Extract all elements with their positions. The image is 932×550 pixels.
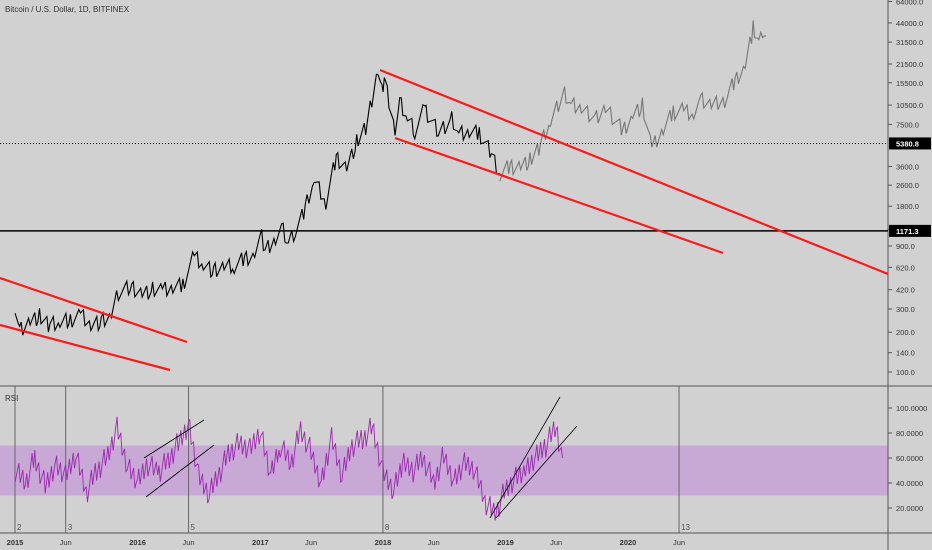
- rsi-band: [0, 445, 888, 496]
- price-tick-label: 21500.0: [896, 60, 923, 69]
- time-tick-label: Jun: [305, 538, 317, 547]
- price-tick-label: 900.0: [896, 242, 915, 251]
- price-line: [14, 73, 501, 336]
- trendline[interactable]: [0, 323, 171, 372]
- price-tick-label: 15500.0: [896, 79, 923, 88]
- period-label: 2: [17, 523, 22, 532]
- price-tick-label: 300.0: [896, 305, 915, 314]
- price-axis[interactable]: 64000.0 44000.0 31500.0 21500.0 15500.0 10500…: [888, 0, 923, 377]
- trendline[interactable]: [379, 68, 889, 276]
- trendline[interactable]: [0, 276, 188, 344]
- price-marker-box: [889, 224, 931, 237]
- period-label: 3: [68, 523, 73, 532]
- rsi-tick-label: 100.0000: [896, 404, 927, 413]
- price-tick-label: 31500.0: [896, 38, 923, 47]
- price-tick-label: 64000.0: [896, 0, 923, 6]
- rsi-tick-label: 60.0000: [896, 454, 923, 463]
- time-tick-label: Jun: [60, 538, 72, 547]
- price-tick-label: 10500.0: [896, 101, 923, 110]
- rsi-line: [14, 416, 563, 521]
- price-markers: 5380.8 1171.3: [0, 137, 931, 237]
- time-tick-label: 2020: [620, 538, 637, 547]
- price-tick-label: 100.0: [896, 368, 915, 377]
- time-tick-label: Jun: [428, 538, 440, 547]
- time-tick-label: 2017: [252, 538, 269, 547]
- rsi-channel-line[interactable]: [489, 396, 561, 519]
- rsi-channel-line[interactable]: [495, 425, 578, 519]
- price-tick-label: 3600.0: [896, 162, 919, 171]
- time-tick-label: 2016: [129, 538, 146, 547]
- period-lines: [14, 386, 680, 533]
- price-marker-label: 1171.3: [896, 227, 919, 236]
- chart-title: Bitcoin / U.S. Dollar, 1D, BITFINEX: [5, 5, 130, 14]
- time-tick-label: Jun: [673, 538, 685, 547]
- rsi-title: RSI: [5, 394, 19, 403]
- price-tick-label: 2600.0: [896, 181, 919, 190]
- price-tick-label: 140.0: [896, 349, 915, 358]
- trendline[interactable]: [394, 136, 724, 255]
- rsi-axis[interactable]: 100.0000 80.0000 60.0000 40.0000 20.0000: [888, 404, 927, 513]
- time-tick-label: Jun: [183, 538, 195, 547]
- price-tick-label: 620.0: [896, 263, 915, 272]
- time-tick-label: 2019: [497, 538, 514, 547]
- price-tick-label: 1800.0: [896, 202, 919, 211]
- period-label: 13: [681, 523, 690, 532]
- rsi-channel-line[interactable]: [143, 419, 205, 459]
- time-tick-label: 2015: [7, 538, 24, 547]
- period-label: 5: [191, 523, 196, 532]
- price-marker-box: [889, 137, 931, 150]
- rsi-series: [14, 396, 578, 521]
- price-tick-label: 420.0: [896, 286, 915, 295]
- time-tick-label: Jun: [550, 538, 562, 547]
- price-tick-label: 7500.0: [896, 120, 919, 129]
- trendlines[interactable]: [0, 68, 889, 372]
- price-tick-label: 200.0: [896, 328, 915, 337]
- price-tick-label: 44000.0: [896, 19, 923, 28]
- rsi-period-labels: 2 3 5 8 13: [17, 523, 690, 532]
- price-marker-label: 5380.8: [896, 139, 919, 148]
- rsi-channel-line[interactable]: [145, 444, 215, 498]
- period-label: 8: [385, 523, 390, 532]
- time-tick-label: 2018: [375, 538, 392, 547]
- time-axis[interactable]: 2015 Jun 2016 Jun 2017 Jun 2018 Jun 2019 Jun 2020 J…: [7, 538, 685, 547]
- rsi-tick-label: 40.0000: [896, 479, 923, 488]
- rsi-tick-label: 20.0000: [896, 504, 923, 513]
- rsi-tick-label: 80.0000: [896, 429, 923, 438]
